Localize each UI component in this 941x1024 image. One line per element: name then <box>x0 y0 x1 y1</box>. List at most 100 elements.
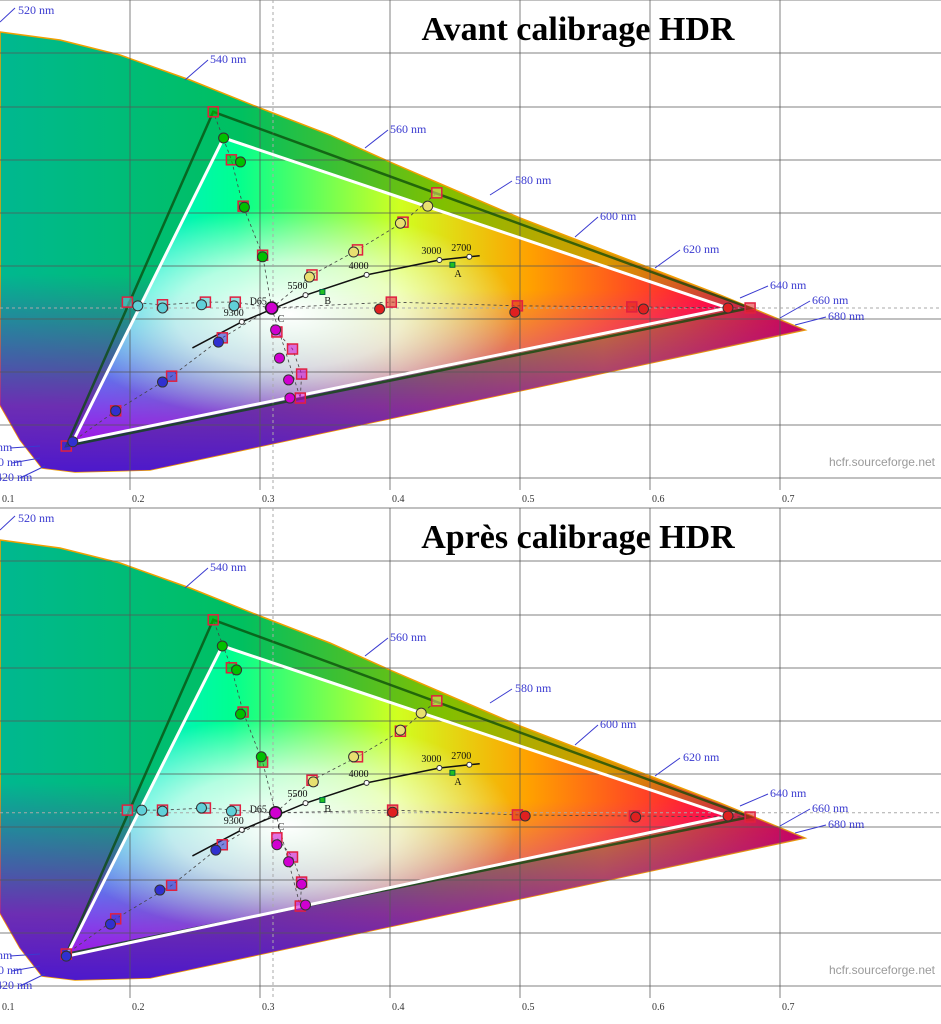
measured-point-blue <box>210 844 222 856</box>
cct-label: 3000 <box>421 246 441 257</box>
wavelength-tick <box>739 285 769 299</box>
saturation-line-red <box>271 301 751 309</box>
x-tick-label: 0.4 <box>392 1002 405 1013</box>
measured-point-green <box>255 751 267 763</box>
watermark: hcfr.sourceforge.net <box>829 455 936 469</box>
measured-point-cyan <box>225 805 237 817</box>
wavelength-tick <box>364 637 389 657</box>
target-point-yellow <box>431 695 443 707</box>
x-tick-label: 0.1 <box>2 1002 15 1013</box>
wavelength-label: 420 nm <box>0 470 33 484</box>
wavelength-tick <box>574 724 599 746</box>
cct-label: 9300 <box>224 308 244 319</box>
wavelength-label: 680 nm <box>828 817 865 831</box>
cct-marker <box>238 318 245 325</box>
measured-point-red <box>722 810 734 822</box>
wavelength-label: 600 nm <box>600 209 637 223</box>
measured-point-red <box>387 806 399 818</box>
wavelength-tick <box>574 216 599 238</box>
wavelength-label: 520 nm <box>18 3 55 17</box>
measured-point-green <box>238 201 250 213</box>
cct-label: 5500 <box>288 789 308 800</box>
measured-point-cyan <box>196 802 207 814</box>
wavelength-tick <box>364 129 389 149</box>
measured-point-blue <box>154 884 166 896</box>
wavelength-label: 660 nm <box>812 293 849 307</box>
measured-point-blue <box>157 376 168 388</box>
wavelength-tick <box>184 567 209 589</box>
illuminant-label: A <box>454 269 462 280</box>
wavelength-tick <box>779 808 811 827</box>
x-tick-label: 0.4 <box>392 494 405 505</box>
x-tick-label: 0.3 <box>262 1002 275 1013</box>
illuminant-marker <box>319 796 326 803</box>
measured-point-blue <box>67 436 79 448</box>
x-tick-label: 0.3 <box>262 494 275 505</box>
target-point-red <box>744 811 756 823</box>
measured-point-cyan <box>228 300 240 312</box>
target-point-blue <box>216 839 229 851</box>
measured-point-cyan <box>157 805 168 817</box>
wavelength-tick <box>0 515 16 531</box>
measured-point-green <box>257 251 269 263</box>
cct-label: 4000 <box>349 769 369 780</box>
wavelength-label: 480 nm <box>0 440 13 454</box>
wavelength-tick <box>654 249 681 269</box>
cct-marker <box>238 826 245 833</box>
wavelength-label: 680 nm <box>828 309 865 323</box>
saturation-line-cyan <box>127 807 276 814</box>
x-tick-label: 0.6 <box>652 494 665 505</box>
chart-panel-before: 9300 5500 4000 3000 2700 A B C D65 520 nm 540 nm 56… <box>0 0 941 505</box>
wavelength-tick <box>11 965 41 972</box>
measured-point-yellow <box>348 751 360 763</box>
measured-point-yellow <box>415 707 427 719</box>
wavelength-label: 540 nm <box>210 52 247 66</box>
wavelength-label: 480 nm <box>0 948 13 962</box>
illuminant-marker <box>449 769 456 776</box>
illuminant-marker <box>449 261 456 268</box>
measured-point-green <box>231 664 243 676</box>
wavelength-tick <box>19 465 46 479</box>
wavelength-tick <box>779 300 811 319</box>
watermark: hcfr.sourceforge.net <box>829 963 936 977</box>
measured-point-blue <box>212 336 224 348</box>
wavelength-label: 420 nm <box>0 978 33 992</box>
measured-gamut-white <box>66 645 729 957</box>
measured-point-red <box>722 302 734 314</box>
measured-point-red <box>374 303 386 315</box>
wavelength-label: 520 nm <box>18 511 55 525</box>
cct-marker <box>466 761 473 768</box>
illuminant-label: D65 <box>250 804 267 815</box>
saturation-line-yellow <box>275 700 438 814</box>
cct-marker <box>436 257 443 264</box>
x-tick-label: 0.1 <box>2 494 15 505</box>
target-point-magenta <box>295 368 308 380</box>
target-gamut-triangle <box>64 110 755 448</box>
target-point-cyan <box>121 296 134 308</box>
wavelength-label: 460 nm <box>0 455 23 469</box>
wavelength-label: 660 nm <box>812 801 849 815</box>
wavelength-label: 460 nm <box>0 963 23 977</box>
illuminant-label: B <box>324 296 331 307</box>
measured-point-magenta <box>296 878 308 890</box>
measured-point-yellow <box>394 217 406 229</box>
cct-marker <box>363 779 370 786</box>
wavelength-label: 540 nm <box>210 560 247 574</box>
measured-point-red <box>509 306 521 318</box>
wavelength-label: 580 nm <box>515 681 552 695</box>
measured-point-magenta <box>300 899 311 911</box>
wavelength-tick <box>11 457 41 464</box>
illuminant-marker <box>319 288 326 295</box>
target-point-green <box>207 106 219 118</box>
measured-point-magenta <box>283 374 295 386</box>
illuminant-label: C <box>278 314 285 325</box>
cct-marker <box>466 253 473 260</box>
wavelength-tick <box>19 973 46 987</box>
measured-point-magenta <box>283 856 295 868</box>
x-tick-label: 0.2 <box>132 494 145 505</box>
measured-point-green <box>235 156 246 168</box>
measured-point-red <box>519 810 531 822</box>
cct-label: 9300 <box>224 816 244 827</box>
measured-point-yellow <box>348 246 360 258</box>
